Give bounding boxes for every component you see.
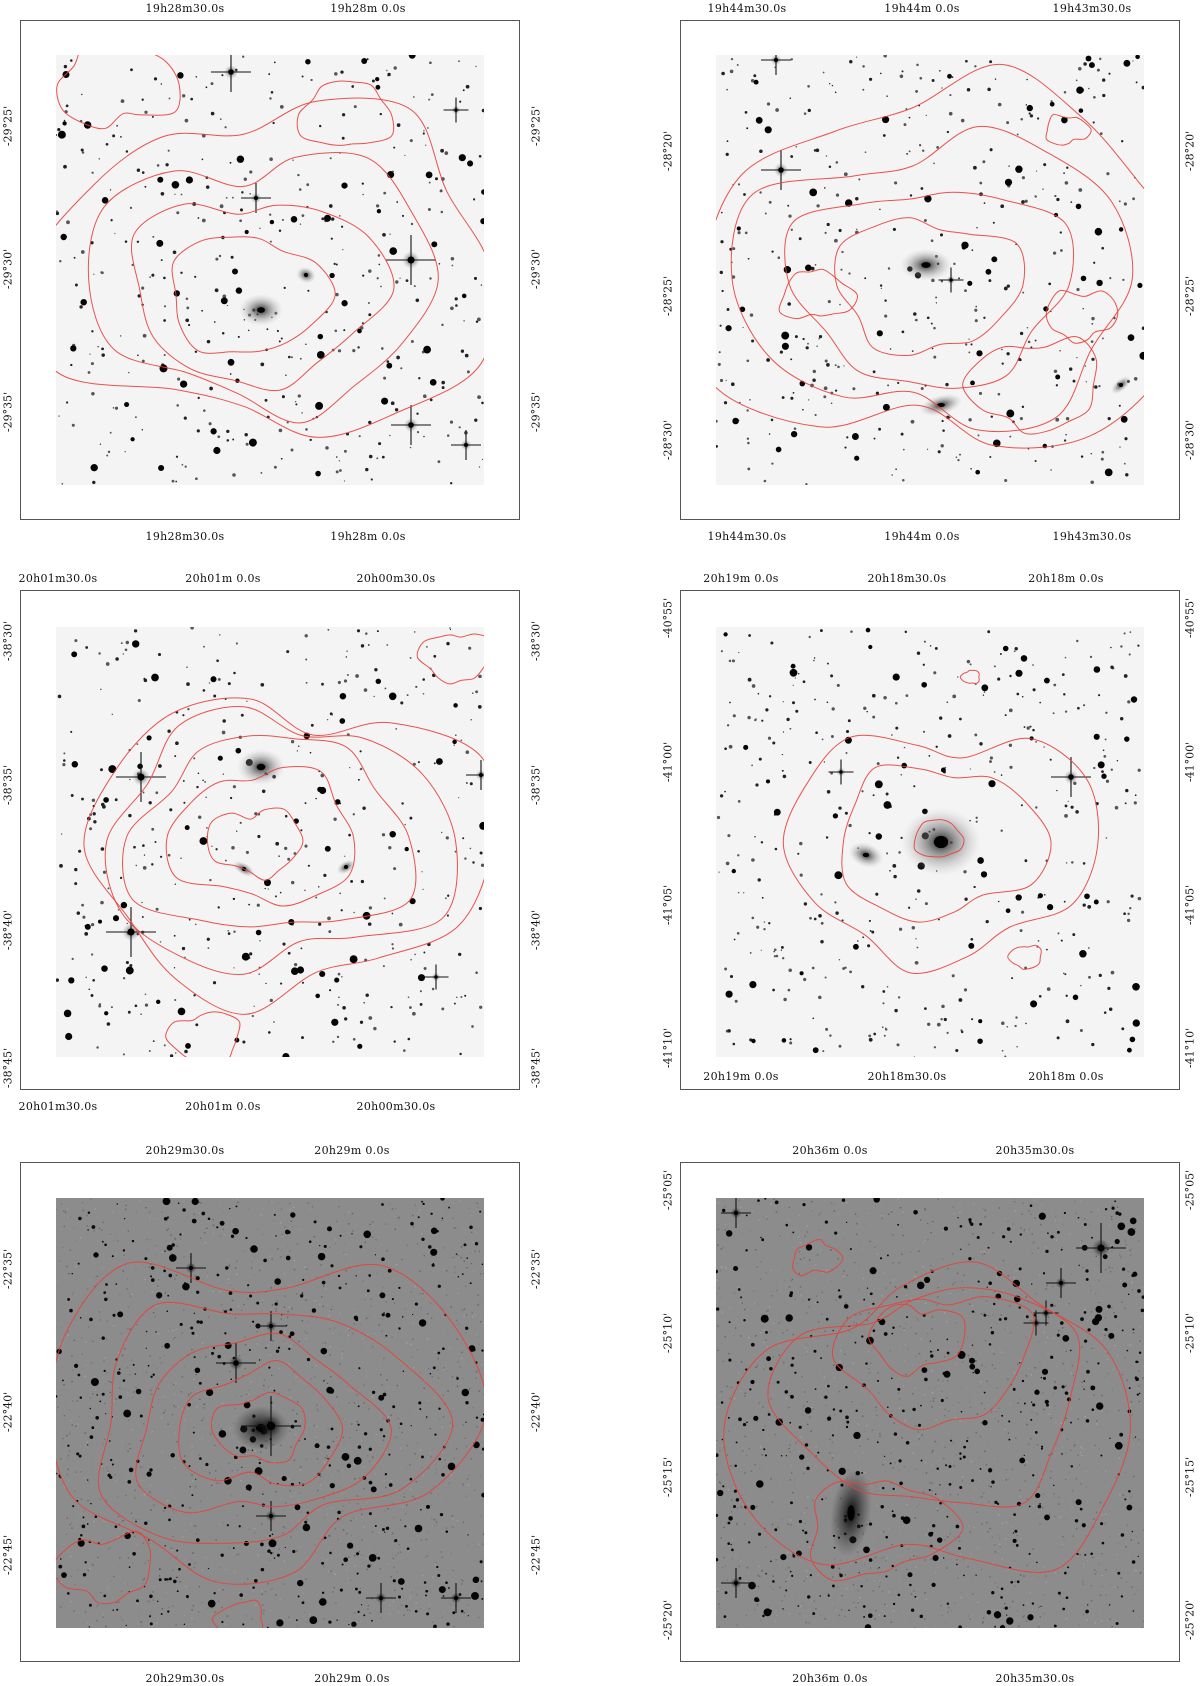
panel-3-ra-top-1: 20h01m30.0s bbox=[18, 572, 98, 585]
panel-5-sky-image bbox=[56, 1198, 484, 1628]
panel-1-dec-left-2: -29°30' bbox=[1, 248, 15, 290]
panel-1-dec-left-3: -29°35' bbox=[1, 391, 15, 433]
panel-6-dec-right-3: -25°15' bbox=[1183, 1456, 1197, 1498]
panel-6-dec-right-1: -25°05' bbox=[1183, 1169, 1197, 1211]
panel-6-dec-left-2: -25°10' bbox=[661, 1312, 675, 1354]
panel-4-dec-right-4: -41°10' bbox=[1183, 1027, 1197, 1069]
panel-2-ra-bottom-1: 19h44m30.0s bbox=[707, 530, 787, 543]
panel-5-frame bbox=[20, 1162, 520, 1662]
f1-background bbox=[56, 55, 484, 485]
panel-2-sky-image bbox=[716, 55, 1144, 485]
panel-4-ra-bottom-2: 20h18m30.0s bbox=[867, 1070, 947, 1083]
panel-4-ra-bottom-3: 20h18m 0.0s bbox=[1028, 1070, 1104, 1083]
panel-1-ra-top-1: 19h28m30.0s bbox=[145, 2, 225, 15]
panel-6-dec-right-4: -25°20' bbox=[1183, 1599, 1197, 1641]
panel-5-ra-bottom-1: 20h29m30.0s bbox=[145, 1672, 225, 1685]
panel-2-ra-bottom-2: 19h44m 0.0s bbox=[884, 530, 960, 543]
panel-5-dec-right-3: -22°45' bbox=[529, 1534, 543, 1576]
panel-4-dec-left-1: -40°55' bbox=[661, 597, 675, 639]
panel-3-dec-right-2: -38°35' bbox=[529, 764, 543, 806]
panel-1-dec-right-2: -29°30' bbox=[529, 248, 543, 290]
panel-5-ra-top-2: 20h29m 0.0s bbox=[314, 1144, 390, 1157]
panel-4-dec-left-3: -41°05' bbox=[661, 884, 675, 926]
panel-3-ra-bottom-1: 20h01m30.0s bbox=[18, 1100, 98, 1113]
panel-4-ra-top-1: 20h19m 0.0s bbox=[703, 572, 779, 585]
panel-5-ra-top-1: 20h29m30.0s bbox=[145, 1144, 225, 1157]
panel-6-sky-image bbox=[716, 1198, 1144, 1628]
panel-2-frame bbox=[680, 20, 1180, 520]
panel-3-ra-bottom-2: 20h01m 0.0s bbox=[185, 1100, 261, 1113]
panel-2-dec-right-3: -28°30' bbox=[1183, 419, 1197, 461]
panel-5-dec-left-1: -22°35' bbox=[1, 1248, 15, 1290]
panel-3-ra-top-2: 20h01m 0.0s bbox=[185, 572, 261, 585]
panel-3-dec-right-3: -38°40' bbox=[529, 909, 543, 951]
panel-1-dec-left-1: -29°25' bbox=[1, 105, 15, 147]
panel-4-dec-right-1: -40°55' bbox=[1183, 597, 1197, 639]
panel-2-ra-top-2: 19h44m 0.0s bbox=[884, 2, 960, 15]
panel-3-dec-right-4: -38°45' bbox=[529, 1047, 543, 1089]
panel-4-ra-bottom-1: 20h19m 0.0s bbox=[703, 1070, 779, 1083]
panel-5-dec-left-2: -22°40' bbox=[1, 1391, 15, 1433]
panel-4-dec-right-3: -41°05' bbox=[1183, 884, 1197, 926]
f6-background bbox=[716, 1198, 1144, 1628]
panel-3-frame bbox=[20, 590, 520, 1090]
panel-6-ra-bottom-2: 20h35m30.0s bbox=[995, 1672, 1075, 1685]
panel-3-dec-left-4: -38°45' bbox=[1, 1047, 15, 1089]
panel-4-frame bbox=[680, 590, 1180, 1090]
panel-1-dec-right-1: -29°25' bbox=[529, 105, 543, 147]
panel-4-dec-left-2: -41°00' bbox=[661, 741, 675, 783]
panel-1-frame bbox=[20, 20, 520, 520]
panel-3-sky-image bbox=[56, 627, 484, 1057]
panel-2-ra-top-3: 19h43m30.0s bbox=[1052, 2, 1132, 15]
f3-background bbox=[56, 627, 484, 1057]
panel-6-ra-top-1: 20h36m 0.0s bbox=[792, 1144, 868, 1157]
panel-6-dec-left-3: -25°15' bbox=[661, 1456, 675, 1498]
panel-5-dec-right-1: -22°35' bbox=[529, 1248, 543, 1290]
panel-3-ra-bottom-3: 20h00m30.0s bbox=[356, 1100, 436, 1113]
panel-4-sky-image bbox=[716, 627, 1144, 1057]
panel-6-ra-bottom-1: 20h36m 0.0s bbox=[792, 1672, 868, 1685]
panel-6-dec-left-4: -25°20' bbox=[661, 1599, 675, 1641]
panel-2-dec-left-1: -28°20' bbox=[661, 130, 675, 172]
panel-3-ra-top-3: 20h00m30.0s bbox=[356, 572, 436, 585]
panel-5-ra-bottom-2: 20h29m 0.0s bbox=[314, 1672, 390, 1685]
panel-3-dec-left-2: -38°35' bbox=[1, 764, 15, 806]
panel-1-sky-image bbox=[56, 55, 484, 485]
panel-1-ra-top-2: 19h28m 0.0s bbox=[330, 2, 406, 15]
panel-4-dec-right-2: -41°00' bbox=[1183, 741, 1197, 783]
panel-4-dec-left-4: -41°10' bbox=[661, 1027, 675, 1069]
panel-2-dec-right-2: -28°25' bbox=[1183, 275, 1197, 317]
panel-6-frame bbox=[680, 1162, 1180, 1662]
panel-6-dec-right-2: -25°10' bbox=[1183, 1312, 1197, 1354]
panel-4-ra-top-2: 20h18m30.0s bbox=[867, 572, 947, 585]
panel-5-dec-right-2: -22°40' bbox=[529, 1391, 543, 1433]
panel-2-ra-bottom-3: 19h43m30.0s bbox=[1052, 530, 1132, 543]
panel-1-ra-bottom-1: 19h28m30.0s bbox=[145, 530, 225, 543]
panel-5-dec-left-3: -22°45' bbox=[1, 1534, 15, 1576]
panel-2-dec-right-1: -28°20' bbox=[1183, 130, 1197, 172]
panel-4-ra-top-3: 20h18m 0.0s bbox=[1028, 572, 1104, 585]
panel-1-dec-right-3: -29°35' bbox=[529, 391, 543, 433]
panel-3-dec-right-1: -38°30' bbox=[529, 620, 543, 662]
panel-6-dec-left-1: -25°05' bbox=[661, 1169, 675, 1211]
panel-2-dec-left-3: -28°30' bbox=[661, 419, 675, 461]
panel-2-ra-top-1: 19h44m30.0s bbox=[707, 2, 787, 15]
panel-3-dec-left-3: -38°40' bbox=[1, 909, 15, 951]
panel-2-dec-left-2: -28°25' bbox=[661, 275, 675, 317]
panel-6-ra-top-2: 20h35m30.0s bbox=[995, 1144, 1075, 1157]
panel-1-ra-bottom-2: 19h28m 0.0s bbox=[330, 530, 406, 543]
panel-3-dec-left-1: -38°30' bbox=[1, 620, 15, 662]
